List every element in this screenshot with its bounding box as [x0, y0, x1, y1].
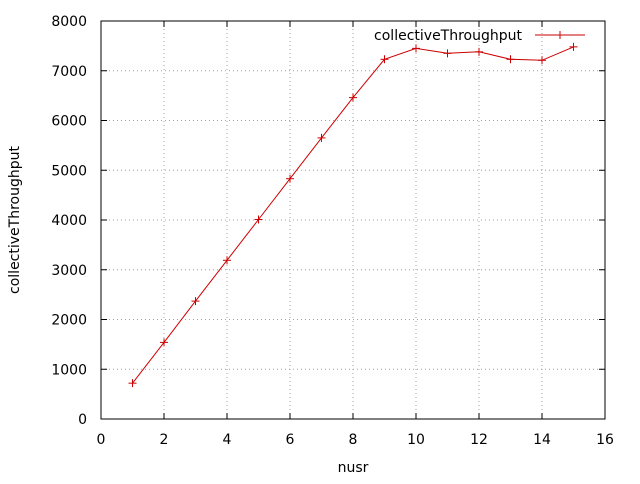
x-tick-label: 4: [223, 432, 232, 448]
y-tick-label: 3000: [51, 263, 87, 279]
legend: collectiveThroughput: [374, 28, 585, 44]
data-point: [569, 42, 578, 51]
data-point: [317, 133, 326, 142]
y-axis-title: collectiveThroughput: [7, 146, 23, 294]
y-tick-label: 8000: [51, 14, 87, 30]
data-point: [286, 174, 294, 183]
x-tick-label: 10: [407, 432, 425, 448]
y-tick-label: 1000: [51, 362, 87, 378]
x-tick-label: 12: [470, 432, 488, 448]
series-layer: [128, 42, 578, 388]
x-tick-label: 8: [349, 432, 358, 448]
data-point: [223, 256, 231, 265]
legend-marker: [556, 31, 564, 39]
y-axis: 0 1000 2000 3000 4000 5000 6000 7000 8000: [51, 14, 605, 428]
legend-label: collectiveThroughput: [374, 28, 522, 44]
data-point: [506, 55, 515, 64]
data-point: [412, 44, 420, 53]
x-axis-title: nusr: [338, 460, 369, 476]
x-axis: 0 2 4 6 8 10 12 14 16: [97, 21, 614, 448]
grid: [101, 21, 605, 419]
data-point: [380, 55, 389, 64]
data-point: [443, 49, 452, 58]
data-point: [349, 93, 357, 102]
data-point: [254, 215, 263, 224]
y-tick-label: 6000: [51, 114, 87, 130]
data-point: [538, 56, 546, 65]
y-tick-label: 0: [78, 412, 87, 428]
x-tick-label: 0: [97, 432, 106, 448]
x-tick-label: 6: [286, 432, 295, 448]
data-point: [475, 47, 483, 56]
data-point: [191, 297, 200, 306]
y-tick-label: 2000: [51, 313, 87, 329]
y-tick-label: 7000: [51, 64, 87, 80]
x-tick-label: 16: [596, 432, 614, 448]
y-tick-label: 4000: [51, 213, 87, 229]
y-tick-label: 5000: [51, 163, 87, 179]
x-tick-label: 2: [160, 432, 169, 448]
x-tick-label: 14: [533, 432, 551, 448]
data-point: [128, 379, 137, 388]
data-point: [160, 338, 168, 347]
